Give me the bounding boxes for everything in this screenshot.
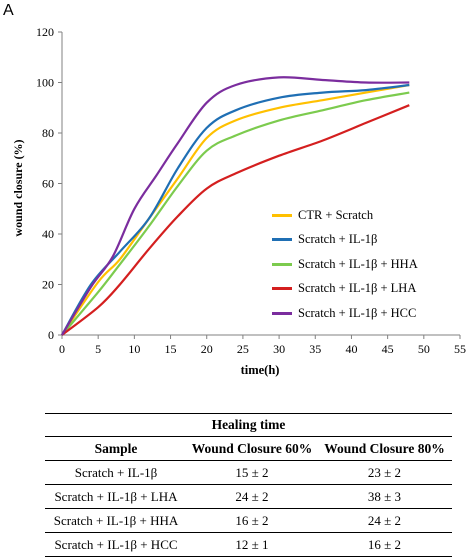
legend-item: Scratch + IL-1β + HHA [272, 252, 418, 277]
table-title: Healing time [45, 413, 452, 437]
x-axis-label: time(h) [241, 363, 280, 377]
y-tick-label: 40 [42, 227, 54, 241]
y-axis-label: wound closure (%) [11, 139, 25, 236]
x-tick-label: 15 [165, 342, 177, 356]
header-closure-60: Wound Closure 60% [187, 436, 317, 461]
table-cell: 23 ± 2 [317, 460, 452, 485]
x-tick-label: 0 [59, 342, 65, 356]
y-tick-label: 0 [48, 328, 54, 342]
y-tick-label: 120 [36, 25, 54, 39]
x-tick-label: 20 [201, 342, 213, 356]
y-tick-label: 100 [36, 76, 54, 90]
healing-time-table: Healing time Sample Wound Closure 60% Wo… [45, 413, 452, 557]
x-tick-label: 40 [345, 342, 357, 356]
x-tick-label: 5 [95, 342, 101, 356]
table-row: Scratch + IL-1β 15 ± 2 23 ± 2 [45, 460, 452, 485]
x-tick-label: 10 [128, 342, 140, 356]
header-closure-80: Wound Closure 80% [317, 436, 452, 461]
y-tick-label: 20 [42, 278, 54, 292]
table-row: Scratch + IL-1β + HCC 12 ± 1 16 ± 2 [45, 532, 452, 557]
table-cell: 16 ± 2 [317, 532, 452, 557]
legend-swatch [272, 311, 292, 315]
table-row: Scratch + IL-1β + LHA 24 ± 2 38 ± 3 [45, 484, 452, 509]
legend-label: Scratch + IL-1β + HHA [298, 256, 418, 271]
table-cell: Scratch + IL-1β + HHA [45, 508, 187, 533]
chart-axes: 0 20 40 60 80 100 120 0 5 10 15 20 25 30 35 40 45 50 55 [36, 25, 466, 356]
x-tick-label: 50 [418, 342, 430, 356]
x-tick-label: 35 [309, 342, 321, 356]
table-cell: 38 ± 3 [317, 484, 452, 509]
legend-item: Scratch + IL-1β + HCC [272, 301, 418, 326]
legend-item: CTR + Scratch [272, 203, 418, 228]
series-line-4 [61, 76, 410, 336]
table-cell: Scratch + IL-1β [45, 460, 187, 485]
legend: CTR + Scratch Scratch + IL-1β Scratch + IL… [272, 203, 418, 326]
table-row: Scratch + IL-1β + HHA 16 ± 2 24 ± 2 [45, 508, 452, 533]
series-line-3 [61, 104, 410, 336]
x-tick-label: 30 [273, 342, 285, 356]
y-tick-label: 80 [42, 126, 54, 140]
legend-swatch [272, 213, 292, 217]
legend-item: Scratch + IL-1β [272, 228, 418, 253]
series-line-0 [61, 83, 410, 336]
table-cell: 24 ± 2 [187, 484, 317, 509]
table-cell: 12 ± 1 [187, 532, 317, 557]
x-tick-label: 25 [237, 342, 249, 356]
y-tick-label: 60 [42, 177, 54, 191]
table-cell: 24 ± 2 [317, 508, 452, 533]
panel-label: A [3, 2, 14, 19]
legend-label: Scratch + IL-1β [298, 232, 378, 247]
legend-label: CTR + Scratch [298, 207, 374, 222]
legend-item: Scratch + IL-1β + LHA [272, 277, 418, 302]
table-cell: Scratch + IL-1β + LHA [45, 484, 187, 509]
table-cell: 15 ± 2 [187, 460, 317, 485]
table-cell: 16 ± 2 [187, 508, 317, 533]
legend-swatch [272, 262, 292, 266]
legend-swatch [272, 287, 292, 291]
x-tick-label: 45 [382, 342, 394, 356]
chart-lines [61, 76, 410, 336]
header-sample: Sample [45, 436, 187, 461]
legend-label: Scratch + IL-1β + HCC [298, 305, 417, 320]
x-tick-label: 55 [454, 342, 466, 356]
legend-label: Scratch + IL-1β + LHA [298, 281, 417, 296]
legend-swatch [272, 238, 292, 242]
wound-closure-chart: 0 20 40 60 80 100 120 0 5 10 15 20 25 30 35 40 45 50 55 wo… [11, 25, 466, 377]
series-line-2 [61, 91, 410, 336]
table-cell: Scratch + IL-1β + HCC [45, 532, 187, 557]
